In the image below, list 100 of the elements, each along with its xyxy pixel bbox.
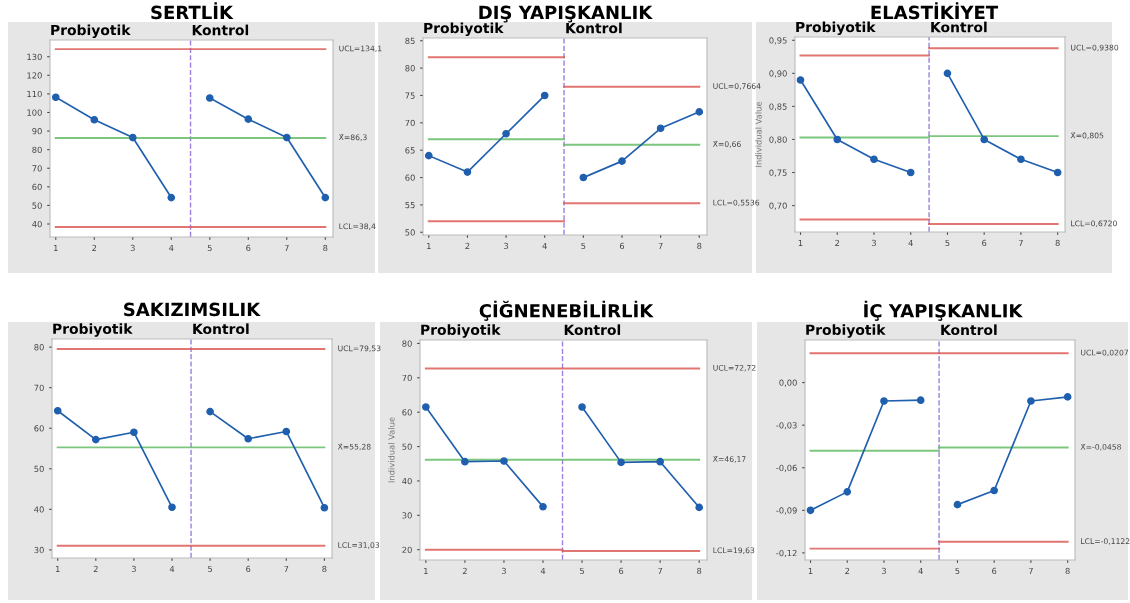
x-tick-label: 3 (131, 565, 136, 573)
text: Probiyotik (796, 21, 876, 36)
y-tick-label: 0,85 (769, 103, 787, 111)
x-tick-label: 2 (93, 565, 98, 572)
y-axis-title: Individual Value (755, 101, 762, 167)
y-tick-label: 30 (402, 512, 412, 519)
y-tick-label: 80 (32, 146, 42, 153)
chart-title: SAKIZIMSILIK (124, 302, 261, 317)
x-tick-label: 7 (284, 565, 289, 572)
x-tick-label: 4 (918, 567, 923, 574)
x-tick-label: 3 (504, 242, 509, 250)
x-tick-label: 2 (462, 567, 467, 574)
x-tick-label: 2 (835, 239, 840, 246)
y-tick-label: -0,09 (776, 507, 797, 515)
x-tick-label: 3 (881, 567, 886, 575)
x-tick-label: 4 (540, 567, 546, 574)
x-tick-label: 5 (207, 244, 212, 252)
x-tick-label: 4 (542, 242, 547, 249)
x-tick-label: 6 (992, 567, 997, 575)
y-tick-label: 60 (34, 425, 44, 432)
y-tick-label: 75 (405, 92, 415, 99)
y-tick-label: 30 (34, 546, 44, 554)
y-tick-label: 0,95 (769, 37, 787, 45)
x-tick-label: 8 (1055, 239, 1060, 247)
y-tick-label: 70 (32, 165, 42, 172)
y-tick-label: 80 (34, 344, 44, 351)
x-tick-label: 4 (169, 244, 174, 251)
x-tick-label: 5 (955, 567, 960, 575)
x-tick-label: 1 (424, 567, 428, 574)
y-tick-label: 110 (27, 90, 42, 98)
y-tick-label: 85 (405, 37, 415, 45)
x-tick-label: 8 (323, 244, 328, 252)
x-tick-label: 3 (501, 567, 506, 575)
x-tick-label: 8 (697, 242, 702, 250)
x-tick-label: 4 (169, 565, 175, 572)
y-tick-label: 70 (34, 384, 44, 391)
text: Probiyotik (51, 24, 131, 39)
y-tick-label: -0,03 (776, 422, 797, 430)
x-tick-label: 7 (658, 242, 663, 249)
x-tick-label: 1 (798, 239, 803, 246)
y-tick-label: 40 (34, 506, 44, 513)
x-tick-label: 7 (1018, 239, 1023, 246)
chart-title: ÇİĞNENEBİLİRLİK (479, 300, 654, 321)
x-tick-label: 5 (581, 242, 586, 250)
x-tick-label: 3 (130, 244, 135, 252)
y-tick-label: -0,12 (776, 549, 797, 558)
y-tick-label: 50 (32, 202, 42, 209)
x-tick-label: 6 (619, 242, 625, 250)
y-tick-label: 60 (402, 409, 412, 416)
y-tick-label: 90 (32, 128, 42, 135)
chart-title: ELASTİKİYET (871, 2, 999, 20)
y-tick-label: 100 (27, 109, 42, 116)
x-tick-label: 3 (871, 239, 876, 247)
text: Probiyotik (424, 22, 504, 37)
text: Probiyotik (806, 324, 886, 338)
y-tick-label: 130 (27, 53, 42, 61)
y-tick-label: 40 (402, 477, 412, 485)
x-tick-label: 7 (284, 244, 289, 251)
x-tick-label: 8 (322, 565, 327, 573)
x-tick-label: 1 (808, 567, 813, 574)
y-tick-label: 0,90 (769, 70, 787, 78)
x-tick-label: 5 (208, 565, 213, 573)
x-tick-label: 2 (845, 567, 850, 574)
x-tick-label: 1 (54, 244, 58, 251)
x-tick-label: 8 (697, 567, 702, 575)
y-tick-label: 65 (405, 147, 415, 154)
x-tick-label: 6 (246, 565, 251, 573)
y-tick-label: 50 (405, 229, 415, 236)
text: Kontrol (192, 24, 249, 36)
x-tick-label: 6 (246, 244, 251, 252)
y-tick-label: 0,00 (779, 379, 797, 387)
x-tick-label: 2 (92, 244, 97, 251)
chart-title: SERTLİK (151, 2, 234, 20)
text: Kontrol (941, 324, 997, 336)
text: Kontrol (931, 21, 987, 33)
chart-title: DIŞ YAPIŞKANLIK (479, 5, 653, 23)
x-tick-label: 5 (580, 567, 584, 575)
y-tick-label: 70 (402, 374, 412, 382)
y-tick-label: -0,06 (776, 464, 797, 472)
y-tick-label: 0,80 (769, 136, 787, 144)
text: Kontrol (193, 323, 249, 335)
y-tick-label: 70 (405, 119, 415, 127)
y-tick-label: 50 (34, 465, 44, 473)
y-axis-title: Individual Value (388, 417, 395, 483)
y-tick-label: 80 (405, 65, 415, 72)
x-tick-label: 4 (908, 239, 913, 246)
x-tick-label: 5 (945, 239, 950, 247)
x-tick-label: 2 (465, 242, 470, 249)
y-tick-label: 55 (405, 201, 415, 209)
x-tick-label: 6 (982, 239, 987, 247)
chart-title: İÇ YAPIŞKANLIK (864, 300, 1023, 321)
x-tick-label: 7 (658, 567, 663, 574)
text: Kontrol (564, 324, 621, 336)
x-tick-label: 8 (1065, 567, 1070, 575)
x-tick-label: 7 (1028, 567, 1033, 574)
text: Kontrol (566, 22, 622, 34)
text: Probiyotik (53, 323, 133, 337)
x-tick-label: 1 (427, 242, 431, 249)
y-tick-label: 50 (402, 443, 412, 450)
y-tick-label: 20 (402, 546, 412, 553)
